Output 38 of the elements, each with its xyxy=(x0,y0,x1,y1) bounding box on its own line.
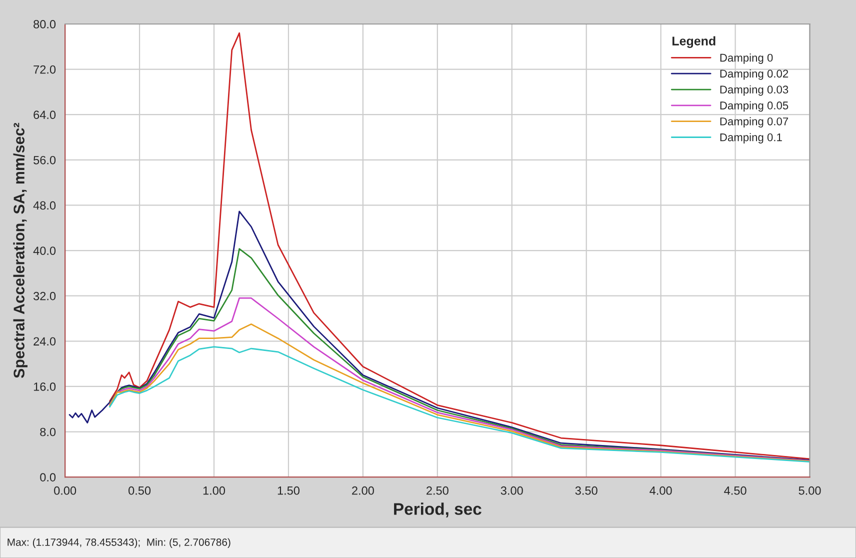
x-tick-label: 5.00 xyxy=(798,486,821,495)
line-series xyxy=(109,323,810,462)
y-tick-label: 64.0 xyxy=(34,110,56,120)
x-tick-label: 4.00 xyxy=(650,486,672,495)
legend-title: Legend xyxy=(672,36,716,48)
line-series xyxy=(109,32,810,460)
x-tick-label: 4.50 xyxy=(724,486,746,495)
x-tick-label: 2.50 xyxy=(426,486,448,495)
line-series xyxy=(68,210,810,461)
x-tick-label: 3.50 xyxy=(575,486,598,495)
legend-label: Damping 0.03 xyxy=(720,85,788,96)
y-tick-label: 24.0 xyxy=(34,337,56,346)
legend-label: Damping 0.05 xyxy=(720,101,788,112)
x-tick-label: 0.50 xyxy=(128,486,151,495)
y-tick-label: 40.0 xyxy=(33,246,56,255)
legend-label: Damping 0.02 xyxy=(720,69,788,80)
line-series xyxy=(109,297,810,462)
y-tick-label: 16.0 xyxy=(34,382,56,391)
x-tick-label: 0.00 xyxy=(54,486,76,495)
text: Max: (1.173944, 78.455343); Min: (5, 2.706786) xyxy=(8,538,230,548)
line-series xyxy=(109,346,810,462)
y-tick-label: 80.0 xyxy=(34,20,56,28)
legend-label: Damping 0.07 xyxy=(720,117,788,128)
y-tick-label: 56.0 xyxy=(34,156,56,164)
x-tick-label: 3.00 xyxy=(500,486,523,495)
y-tick-label: 48.0 xyxy=(33,201,56,210)
y-axis-title: Spectral Acceleration, SA, mm/sec² xyxy=(13,122,28,378)
legend-label: Damping 0.1 xyxy=(720,133,782,144)
legend-label: Damping 0 xyxy=(720,54,773,64)
x-axis-title: Period, sec xyxy=(394,502,482,518)
x-tick-label: 1.50 xyxy=(278,486,300,495)
x-tick-label: 2.00 xyxy=(352,486,374,495)
line-series xyxy=(109,248,810,462)
y-tick-label: 32.0 xyxy=(34,292,56,300)
y-tick-label: 0.0 xyxy=(40,473,56,482)
y-tick-label: 8.0 xyxy=(40,428,56,436)
x-tick-label: 1.00 xyxy=(203,486,226,495)
y-tick-label: 72.0 xyxy=(34,65,56,74)
